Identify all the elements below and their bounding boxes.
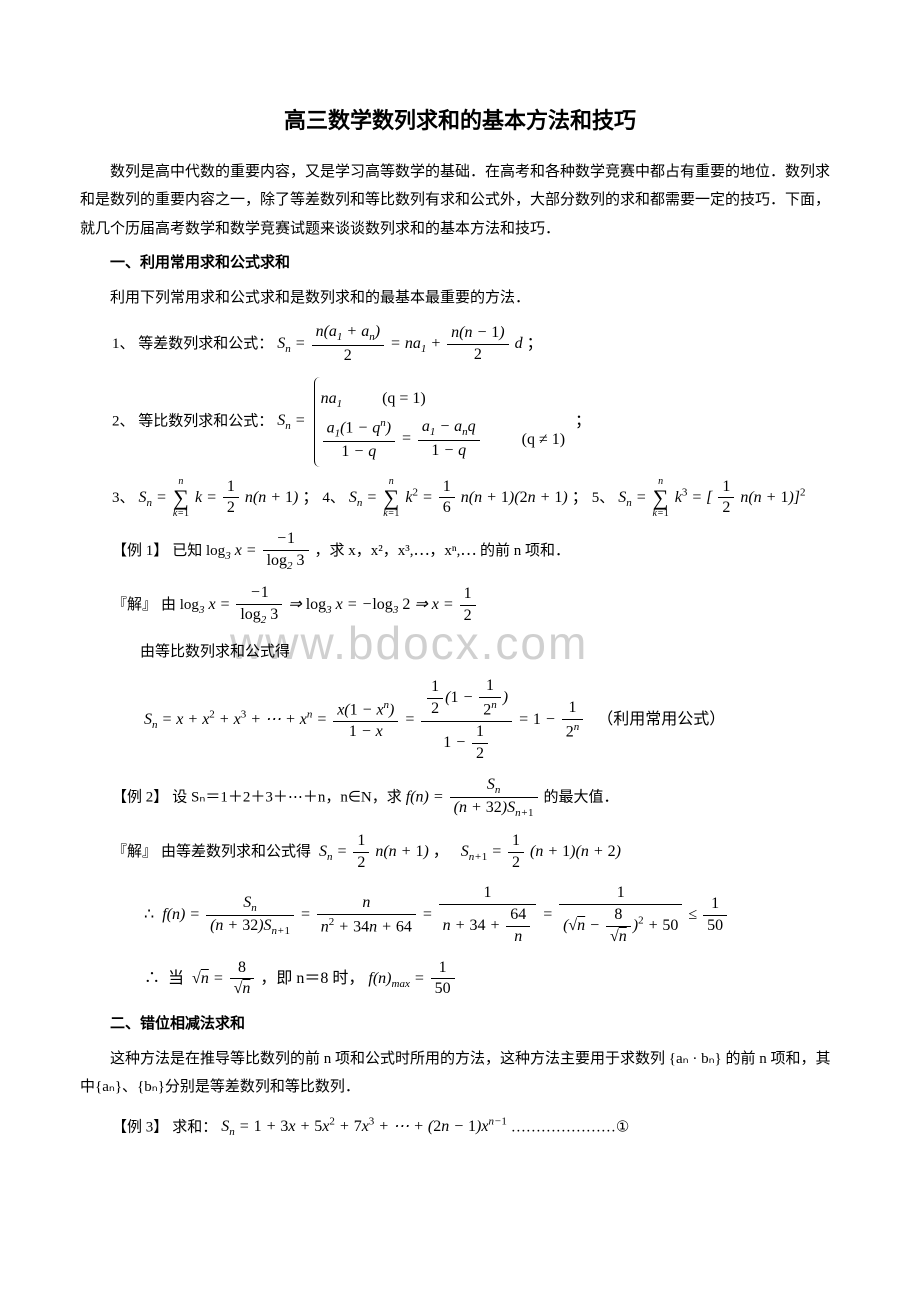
- example-2-label: 【例 2】: [112, 789, 168, 805]
- example-1-label: 【例 1】: [112, 543, 168, 559]
- formula-1-label: 1、 等差数列求和公式：: [112, 336, 273, 352]
- example-2-conclusion: ∴ 当 √n = 8√n ，即 n＝8 时， f(n)max = 150: [144, 958, 840, 1001]
- example-2-derivation: ∴ f(n) = Sn(n + 32)Sn+1 = nn2 + 34n + 64…: [144, 883, 840, 947]
- formula-2-cond-qn1: (q ≠ 1): [522, 422, 565, 457]
- example-2-text-a: 设 Sₙ＝1＋2＋3＋⋯＋n，n∈N，求: [172, 789, 401, 805]
- example-3-text: 求和：: [172, 1119, 217, 1135]
- example-1-text-a: 已知 log: [172, 543, 225, 559]
- example-1-geo-note: 由等比数列求和公式得: [80, 638, 840, 667]
- formula-3-label: 3、: [112, 490, 135, 506]
- formula-5-label: 5、: [592, 490, 615, 506]
- therefore-1: ∴: [144, 906, 154, 923]
- example-1-sol-a: 由 log: [161, 597, 199, 613]
- example-3: 【例 3】 求和： Sn = 1 + 3x + 5x2 + 7x3 + ⋯ + …: [112, 1112, 840, 1143]
- example-2: 【例 2】 设 Sₙ＝1＋2＋3＋⋯＋n，n∈N，求 f(n) = Sn(n +…: [112, 775, 840, 821]
- formula-power-sums: 3、 Sn = n∑k=1 k = 12 n(n + 1) ； 4、 Sn = …: [112, 477, 840, 520]
- page-title: 高三数学数列求和的基本方法和技巧: [80, 100, 840, 142]
- solution-label-1: 『解』: [112, 597, 157, 613]
- formula-2-label: 2、 等比数列求和公式：: [112, 413, 273, 429]
- example-3-dots: …………………①: [511, 1119, 629, 1135]
- example-1-text-b: ，求 x，x²，x³,⋯，xⁿ,⋯ 的前 n 项和．: [315, 543, 571, 559]
- example-1-endnote: （利用常用公式）: [597, 711, 725, 728]
- example-2-text-b: 的最大值．: [544, 789, 619, 805]
- example-1-result: Sn = x + x2 + x3 + ⋯ + xn = x(1 − xn)1 −…: [144, 676, 840, 765]
- when-label: 当: [168, 970, 184, 987]
- formula-geo-sum: 2、 等比数列求和公式： Sn = na1 (q = 1) a1(1 − qn)…: [112, 377, 840, 467]
- solution-label-2: 『解』: [112, 844, 157, 860]
- intro-paragraph: 数列是高中代数的重要内容，又是学习高等数学的基础．在高考和各种数学竞赛中都占有重…: [80, 158, 840, 244]
- ie-label: ，即 n＝8 时，: [260, 970, 364, 987]
- example-2-sol-a: 由等差数列求和公式得: [161, 844, 311, 860]
- example-1: 【例 1】 已知 log3 x = −1log2 3 ，求 x，x²，x³,⋯，…: [112, 529, 840, 573]
- example-1-solution-line1: 『解』 由 log3 x = −1log2 3 ⇒ log3 x = −log3…: [112, 583, 840, 627]
- example-2-solution-line1: 『解』 由等差数列求和公式得 Sn = 12 n(n + 1) ， Sn+1 =…: [112, 831, 840, 874]
- formula-2-cond-q1: (q = 1): [382, 381, 426, 416]
- example-3-label: 【例 3】: [112, 1119, 168, 1135]
- formula-arith-sum: 1、 等差数列求和公式： Sn = n(a1 + an)2 = na1 + n(…: [112, 322, 840, 366]
- section-1-lead: 利用下列常用求和公式求和是数列求和的最基本最重要的方法．: [80, 284, 840, 313]
- section-2-heading: 二、错位相减法求和: [80, 1010, 840, 1039]
- section-2-paragraph: 这种方法是在推导等比数列的前 n 项和公式时所用的方法，这种方法主要用于求数列 …: [80, 1045, 840, 1102]
- formula-4-label: 4、: [322, 490, 345, 506]
- therefore-2: ∴: [144, 970, 160, 987]
- section-1-heading: 一、利用常用求和公式求和: [80, 249, 840, 278]
